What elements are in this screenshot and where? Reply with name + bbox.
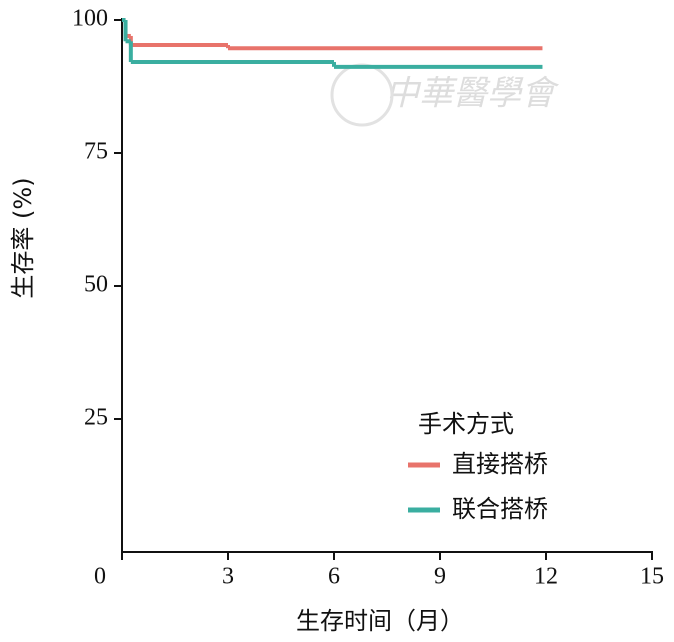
watermark: 中華醫學會 — [385, 74, 560, 114]
legend-title: 手术方式 — [418, 410, 514, 438]
y-tick-label: 100 — [72, 6, 108, 32]
y-axis-label: 生存率 (%) — [9, 177, 37, 298]
legend-label: 直接搭桥 — [452, 450, 548, 478]
x-tick-label: 9 — [434, 564, 446, 590]
watermark-logo — [330, 63, 394, 127]
x-tick-label: 15 — [640, 564, 664, 590]
x-tick-label: 12 — [534, 564, 558, 590]
x-axis-label: 生存时间（月） — [296, 607, 464, 635]
y-tick-label: 75 — [84, 139, 108, 165]
y-tick-label: 50 — [84, 272, 108, 298]
x-tick-label: 3 — [222, 564, 234, 590]
legend-label: 联合搭桥 — [452, 495, 548, 523]
y-tick-label: 25 — [84, 405, 108, 431]
x-tick-label: 0 — [94, 564, 106, 590]
x-tick-label: 6 — [328, 564, 340, 590]
